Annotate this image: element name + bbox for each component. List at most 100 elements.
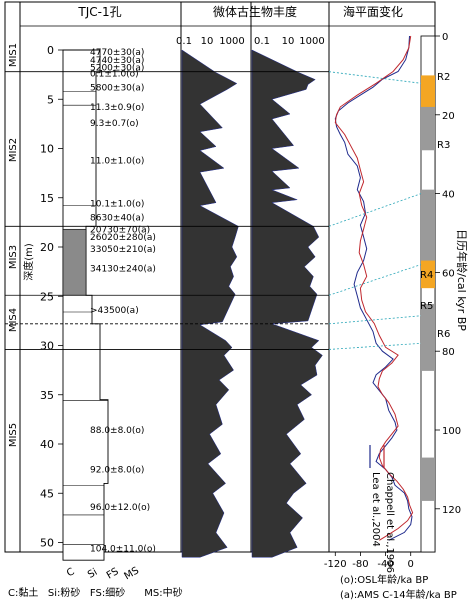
date-annotation: 0.1±1.0(o) (90, 70, 139, 80)
ams-age-note: (a):AMS C-14年龄/ka BP (340, 588, 457, 601)
age-bar-orange-band (421, 75, 435, 107)
date-annotation: >43500(a) (90, 306, 139, 316)
age-tick-label: 0 (442, 32, 448, 43)
sea-level-line (334, 35, 413, 541)
age-tick-label: 60 (442, 268, 455, 279)
date-annotation: 11.3±0.9(o) (90, 103, 144, 113)
depth-tick-label: 0 (47, 44, 54, 57)
lithology-grey-unit (62, 228, 87, 296)
depth-tick-label: 20 (40, 241, 54, 254)
date-annotation: 5200±30(a) (90, 64, 144, 74)
mis-label-3: MIS3 (8, 245, 19, 269)
mis-column-frame (4, 1, 21, 553)
date-annotation: 20730±70(a) (90, 225, 150, 235)
date-annotation: 26020±280(a) (90, 233, 156, 243)
age-bar-frame (420, 35, 436, 553)
legend-label-chappell: Chappell et al.,1996 (384, 472, 395, 573)
depth-axis-label: 深度(m) (22, 243, 35, 281)
r-label-r6: R6 (437, 329, 450, 340)
date-annotation: 4740±30(a) (90, 56, 144, 66)
abundance-tick-label: 0.1 (176, 36, 192, 47)
sea-level-header: 海平面变化 (343, 4, 403, 19)
depth-tick-label: 10 (40, 143, 54, 156)
mis-label-5: MIS5 (8, 423, 19, 447)
grain-label-ms: MS (123, 565, 141, 582)
correlation-line (328, 315, 422, 325)
abundance-area-1 (181, 49, 239, 558)
abundance-profile-1 (181, 49, 239, 558)
abundance-panel-1-ticks: 0.1 10 1000 (176, 36, 245, 47)
date-annotation: 4770±30(a) (90, 48, 144, 58)
grain-size-legend: C:黏土 Si:粉砂 FS:细砂 MS:中砂 (8, 586, 183, 599)
sea-level-tick-label: -40 (377, 559, 393, 570)
date-annotation: 10.1±1.0(o) (90, 200, 144, 210)
age-scale-bar (420, 35, 436, 553)
abundance-profile-2 (251, 49, 323, 558)
sea-level-tick-label: -120 (324, 559, 347, 570)
date-annotation: 33050±210(a) (90, 245, 156, 255)
age-tick-label: 100 (442, 426, 461, 437)
date-annotation: 11.0±1.0(o) (90, 156, 144, 166)
abundance-tick-label: 10 (201, 36, 214, 47)
abundance-area-2 (251, 49, 323, 558)
abundance-tick-label: 1000 (299, 36, 324, 47)
age-tick-label: 20 (442, 111, 455, 122)
age-axis-label: 日历年龄/cal kyr BP (455, 229, 469, 331)
age-tick-label: 120 (442, 505, 461, 516)
correlation-lines (328, 71, 422, 350)
abundance-panel-2-ticks: 0.1 10 1000 (254, 36, 325, 47)
sea-level-legend: Lea et al.,2004 Chappell et al.,1996 (369, 445, 395, 573)
depth-tick-label: 40 (40, 438, 54, 451)
correlation-line (328, 264, 422, 296)
sea-level-axis-ticks: -120 -80 -40 0 (324, 552, 414, 570)
legend-label-lea: Lea et al.,2004 (370, 472, 381, 547)
correlation-line (328, 193, 422, 227)
mis-label-4: MIS4 (8, 308, 19, 332)
r-label-r5: R5 (420, 301, 433, 312)
age-bar-grey-band (421, 189, 435, 265)
microfossil-header: 微体古生物丰度 (213, 4, 297, 19)
depth-tick-label: 15 (40, 192, 54, 205)
sea-level-curves (334, 35, 414, 541)
age-tick-label: 80 (442, 347, 455, 358)
grain-label-fs: FS (105, 566, 121, 581)
age-bar-grey-band (421, 457, 435, 501)
r-label-r3: R3 (437, 140, 450, 151)
date-annotation: 5800±30(a) (90, 83, 144, 93)
depth-tick-label: 45 (40, 487, 54, 500)
abundance-tick-label: 1000 (219, 36, 244, 47)
date-annotation: 92.0±8.0(o) (90, 466, 144, 476)
mis-boundaries (5, 71, 329, 350)
abundance-tick-label: 0.1 (254, 36, 270, 47)
sea-level-tick-label: 0 (408, 559, 414, 570)
date-annotation: 104.0±11.0(o) (90, 544, 156, 554)
osl-age-note: (o):OSL年龄/ka BP (340, 573, 428, 586)
age-bar-orange-band (421, 260, 435, 289)
sea-level-line (334, 35, 414, 541)
date-annotation: 8630±40(a) (90, 213, 144, 223)
age-tick-label: 40 (442, 190, 455, 201)
date-annotations: 4770±30(a)4740±30(a)5200±30(a)0.1±1.0(o)… (90, 48, 156, 554)
depth-tick-label: 25 (40, 290, 54, 303)
correlation-line (328, 342, 422, 350)
depth-axis-ticks: 0 5 10 15 20 25 30 35 40 45 50 (40, 44, 63, 550)
depth-tick-label: 5 (47, 93, 54, 106)
depth-tick-label: 35 (40, 389, 54, 402)
mis-label-2: MIS2 (8, 138, 19, 162)
lithology-outline (62, 49, 109, 561)
r-label-r4: R4 (420, 270, 433, 281)
r-label-r2: R2 (437, 72, 450, 83)
abundance-tick-label: 10 (282, 36, 295, 47)
age-bar-grey-band (421, 303, 435, 371)
mis-label-1: MIS1 (8, 43, 19, 67)
date-annotation: 88.0±8.0(o) (90, 426, 144, 436)
grain-label-c: C (65, 566, 77, 579)
grain-label-si: Si (86, 567, 99, 581)
sea-level-tick-label: -80 (352, 559, 368, 570)
core-header: TJC-1孔 (77, 5, 121, 19)
date-annotation: 34130±240(a) (90, 265, 156, 275)
depth-tick-label: 30 (40, 340, 54, 353)
date-annotation: 9.3±0.7(o) (90, 119, 139, 129)
depth-tick-label: 50 (40, 537, 54, 550)
